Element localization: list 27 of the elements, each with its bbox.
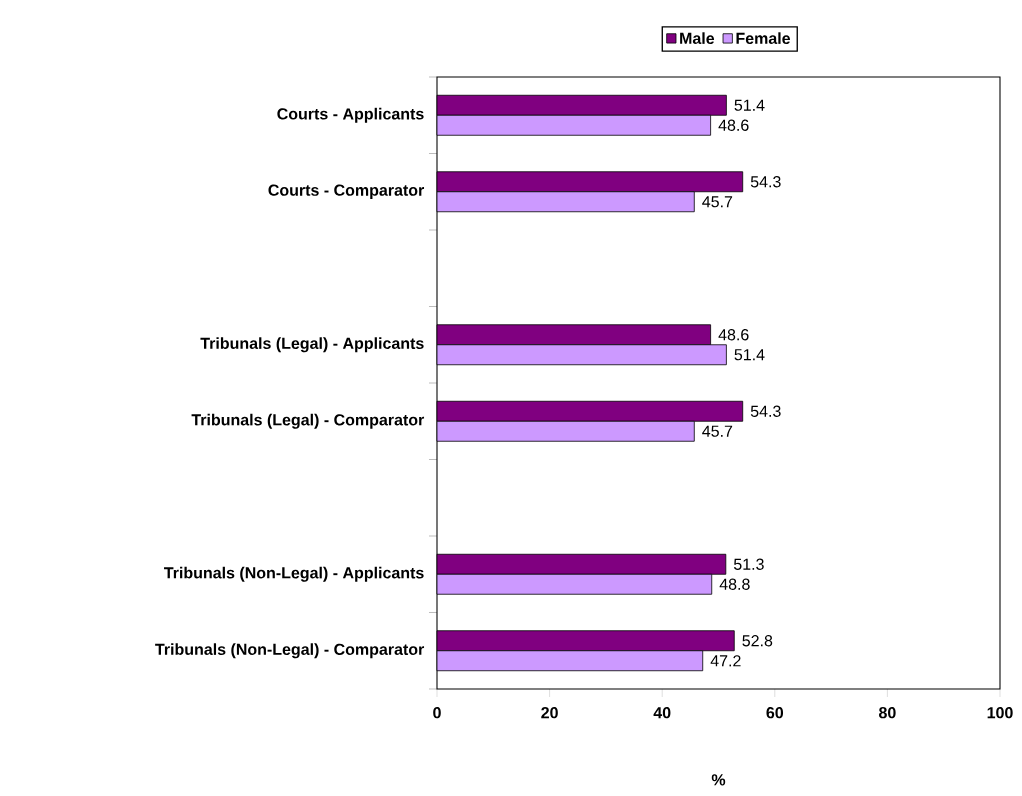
x-axis-title: % [711, 774, 726, 786]
x-tick-label: 80 [879, 707, 896, 719]
x-tick-label: 20 [541, 707, 558, 719]
data-label: 45.7 [702, 196, 733, 208]
y-tick-label: Tribunals (Legal) - Applicants [200, 337, 424, 353]
data-label: 51.4 [734, 349, 765, 361]
y-tick-label: Tribunals (Legal) - Comparator [191, 413, 425, 429]
x-tick-label: 60 [766, 707, 784, 719]
data-label: 54.3 [750, 405, 781, 417]
y-tick-label: Courts - Applicants [277, 107, 424, 123]
data-label: 48.8 [719, 578, 750, 590]
data-label: 51.3 [733, 558, 764, 570]
legend-label: Male [680, 32, 715, 45]
data-label: 45.7 [702, 425, 733, 437]
x-tick-label: 100 [987, 707, 1013, 719]
data-label: 48.6 [718, 119, 749, 131]
x-tick-label: 40 [653, 707, 671, 719]
legend-label: Female [736, 32, 791, 45]
y-tick-label: Tribunals (Non-Legal) - Applicants [164, 566, 424, 582]
x-tick-label: 0 [433, 707, 441, 719]
y-tick-label: Tribunals (Non-Legal) - Comparator [155, 643, 425, 659]
data-label: 54.3 [750, 176, 781, 188]
y-tick-label: Courts - Comparator [268, 184, 425, 200]
data-label: 48.6 [718, 329, 749, 341]
data-label: 47.2 [710, 655, 741, 667]
data-label: 52.8 [742, 635, 773, 647]
data-label: 51.4 [734, 99, 765, 111]
